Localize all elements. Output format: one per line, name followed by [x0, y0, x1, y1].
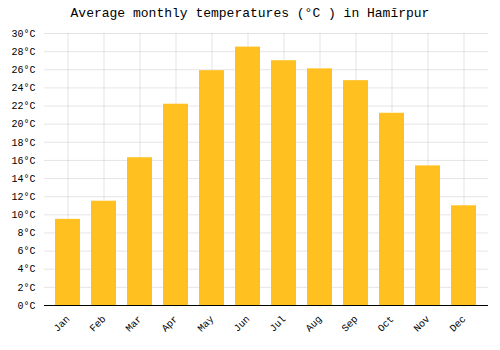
- svg-text:28°C: 28°C: [11, 47, 35, 58]
- svg-text:Apr: Apr: [160, 314, 181, 335]
- svg-text:Dec: Dec: [448, 314, 469, 335]
- svg-text:26°C: 26°C: [11, 65, 35, 76]
- svg-text:Feb: Feb: [88, 314, 109, 335]
- svg-text:22°C: 22°C: [11, 101, 35, 112]
- svg-text:Sep: Sep: [340, 314, 361, 335]
- svg-text:4°C: 4°C: [17, 264, 35, 275]
- svg-text:18°C: 18°C: [11, 138, 35, 149]
- svg-text:Aug: Aug: [304, 314, 325, 335]
- html-text:Average monthly temperatures (: Average monthly temperatures (°C ) in Ha…: [70, 6, 430, 21]
- svg-text:12°C: 12°C: [11, 192, 35, 203]
- svg-text:Oct: Oct: [376, 314, 397, 335]
- svg-text:14°C: 14°C: [11, 174, 35, 185]
- svg-text:Nov: Nov: [412, 314, 433, 335]
- svg-text:Jan: Jan: [52, 314, 73, 335]
- svg-text:16°C: 16°C: [11, 156, 35, 167]
- svg-text:8°C: 8°C: [17, 228, 35, 239]
- svg-text:2°C: 2°C: [17, 283, 35, 294]
- svg-text:Jun: Jun: [232, 314, 253, 335]
- svg-text:24°C: 24°C: [11, 83, 35, 94]
- svg-text:10°C: 10°C: [11, 210, 35, 221]
- svg-text:20°C: 20°C: [11, 119, 35, 130]
- svg-text:May: May: [196, 314, 217, 335]
- svg-text:Jul: Jul: [268, 314, 289, 335]
- svg-text:0°C: 0°C: [17, 301, 35, 312]
- svg-text:Mar: Mar: [124, 314, 145, 335]
- svg-text:30°C: 30°C: [11, 29, 35, 40]
- svg-text:6°C: 6°C: [17, 246, 35, 257]
